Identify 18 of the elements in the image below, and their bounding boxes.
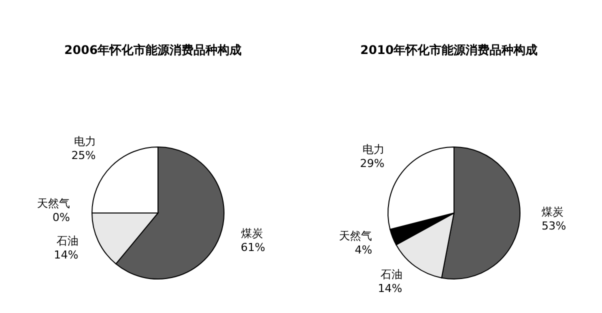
data-label: 53% xyxy=(542,219,566,232)
slice-label: 煤炭 xyxy=(240,226,263,240)
text: 0% xyxy=(52,211,70,224)
category-label: 天然气 xyxy=(37,197,70,210)
data-label: 29% xyxy=(360,157,384,170)
slice-label: 煤炭 xyxy=(542,205,564,218)
slice-label: 石油 xyxy=(56,234,78,248)
slice-label: 天然气 xyxy=(339,229,372,242)
slice-label: 电力 xyxy=(362,143,384,156)
slice-label: 石油 xyxy=(380,268,402,282)
data-label: 14% xyxy=(54,248,78,262)
slice-label: 电力 xyxy=(74,134,96,148)
data-label: 25% xyxy=(71,148,96,162)
chart-title: 2006年怀化市能源消费品种构成 xyxy=(63,42,243,58)
chart-title: 2010年怀化市能源消费品种构成 xyxy=(359,42,539,58)
data-label: 61% xyxy=(240,240,266,254)
data-label: 4% xyxy=(354,243,372,256)
data-label: 14% xyxy=(378,282,402,296)
